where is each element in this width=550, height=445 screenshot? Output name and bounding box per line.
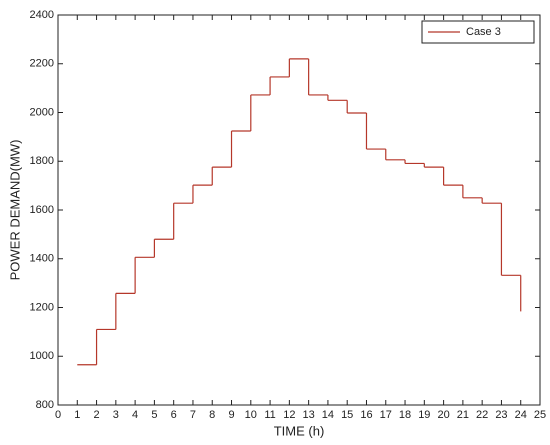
x-tick-label: 20	[437, 409, 449, 421]
y-tick-label: 1000	[30, 350, 54, 362]
x-tick-label: 25	[534, 409, 546, 421]
x-tick-label: 8	[209, 409, 215, 421]
legend-label: Case 3	[466, 26, 501, 38]
x-tick-label: 22	[476, 409, 488, 421]
x-tick-label: 15	[341, 409, 353, 421]
x-tick-label: 2	[93, 409, 99, 421]
x-tick-label: 13	[303, 409, 315, 421]
x-tick-label: 14	[322, 409, 334, 421]
x-axis-title: TIME (h)	[274, 423, 325, 438]
x-tick-label: 5	[151, 409, 157, 421]
x-tick-label: 0	[55, 409, 61, 421]
y-tick-label: 2000	[30, 106, 54, 118]
x-tick-label: 3	[113, 409, 119, 421]
x-tick-label: 1	[74, 409, 80, 421]
y-tick-label: 1400	[30, 253, 54, 265]
x-tick-label: 24	[515, 409, 527, 421]
x-tick-label: 23	[495, 409, 507, 421]
x-tick-label: 9	[228, 409, 234, 421]
x-tick-label: 4	[132, 409, 138, 421]
plot-area	[57, 14, 541, 406]
y-tick-label: 1200	[30, 301, 54, 313]
y-tick-label: 1600	[30, 204, 54, 216]
y-tick-label: 2200	[30, 58, 54, 70]
x-tick-label: 12	[283, 409, 295, 421]
x-tick-label: 17	[380, 409, 392, 421]
legend-box	[421, 20, 535, 44]
y-axis-title: POWER DEMAND(MW)	[7, 140, 22, 281]
x-tick-label: 21	[457, 409, 469, 421]
x-tick-label: 19	[418, 409, 430, 421]
x-tick-label: 7	[190, 409, 196, 421]
x-tick-label: 18	[399, 409, 411, 421]
x-tick-label: 6	[171, 409, 177, 421]
y-tick-label: 800	[36, 399, 54, 411]
y-tick-label: 1800	[30, 155, 54, 167]
x-tick-label: 16	[360, 409, 372, 421]
x-tick-label: 11	[264, 409, 275, 421]
y-tick-label: 2400	[30, 9, 54, 21]
x-tick-label: 10	[245, 409, 257, 421]
